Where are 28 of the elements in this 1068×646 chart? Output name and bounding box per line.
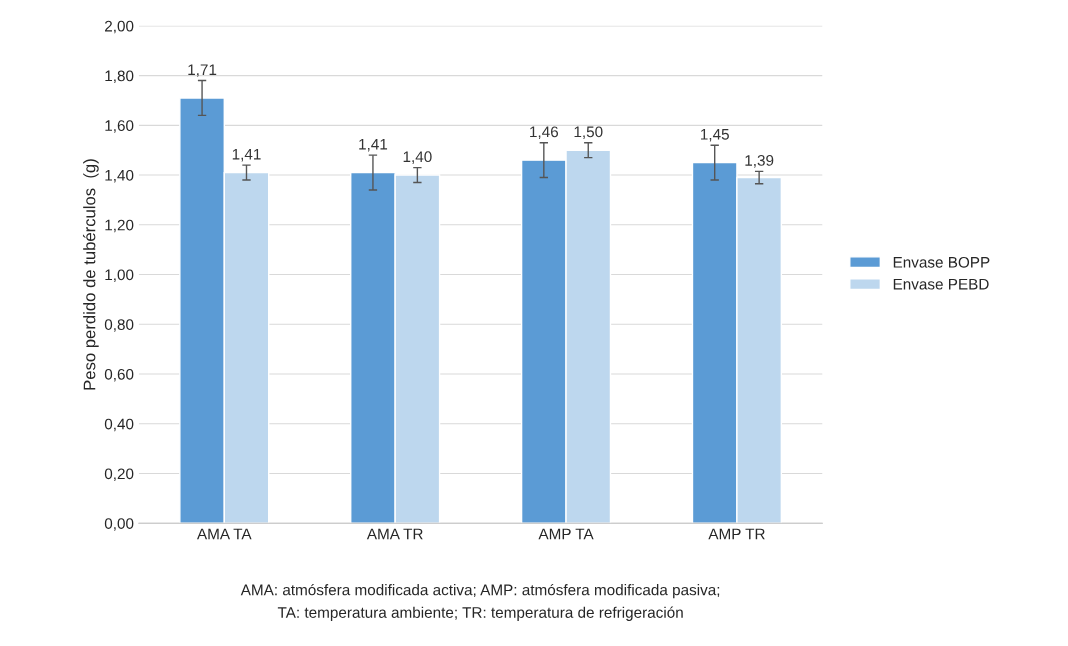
y-tick-label: 0,20 [104,468,134,482]
x-tick-label: AMP TR [708,528,765,540]
y-tick-label: 0,40 [104,418,134,432]
legend-label: Envase BOPP [893,256,990,268]
y-tick-label: 2,00 [105,20,134,34]
y-tick-label: 1,00 [105,269,134,283]
data-label: 1,71 [188,64,217,77]
y-tick-label: 0,00 [104,518,134,531]
data-label: 1,46 [530,126,559,140]
y-tick-label: 0,80 [104,319,134,332]
legend-label: Envase PEBD [893,278,989,290]
text: TA: temperatura ambiente; TR: temperatura de refrigeración [277,606,683,621]
y-tick-label: 1,20 [105,219,134,233]
y-axis-title: Peso perdido de tubérculos (g) [82,159,99,390]
y-tick-label: 0,60 [104,368,134,382]
y-tick-label: 1,80 [105,70,134,84]
data-label: 1,50 [574,126,603,140]
data-label: 1,41 [359,139,388,152]
y-tick-label: 1,60 [105,120,134,133]
data-label: 1,40 [403,151,432,164]
data-label: 1,45 [701,129,729,142]
x-tick-label: AMP TA [538,528,594,540]
y-tick-label: 1,40 [105,169,134,183]
data-label: 1,41 [232,148,261,162]
x-tick-label: AMA TA [196,528,252,540]
text: AMA: atmósfera modificada activa; AMP: atmósfera modificada pasiva; [240,583,720,599]
x-tick-label: AMA TR [366,528,423,540]
data-label: 1,39 [745,155,774,168]
